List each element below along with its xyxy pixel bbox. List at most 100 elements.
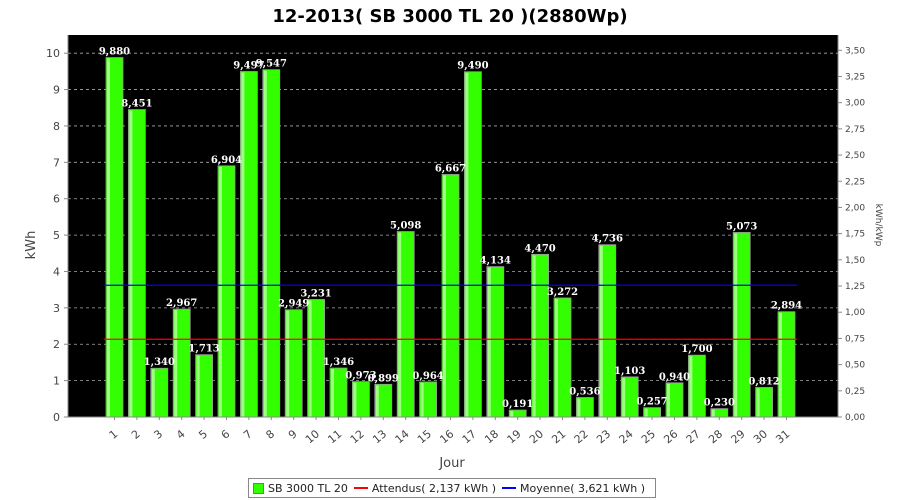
bar-highlight bbox=[308, 300, 312, 417]
legend-swatch-expected bbox=[353, 487, 368, 489]
bar-day-14 bbox=[396, 231, 415, 418]
y2-tick-label: 1,75 bbox=[845, 230, 865, 240]
x-tick-label: 4 bbox=[174, 427, 188, 441]
y2-tick-label: 0,50 bbox=[845, 361, 865, 371]
x-tick-label: 23 bbox=[594, 427, 613, 446]
bar-day-1 bbox=[105, 57, 124, 418]
bar-highlight bbox=[577, 398, 581, 417]
bar-highlight bbox=[667, 383, 670, 417]
x-tick-label: 14 bbox=[393, 427, 412, 446]
legend-item-expected: Attendus( 2,137 kWh ) bbox=[353, 482, 496, 495]
data-label: 6,904 bbox=[211, 155, 242, 166]
data-label: 1,103 bbox=[614, 366, 645, 377]
bar-highlight bbox=[375, 385, 379, 417]
x-tick-label: 5 bbox=[196, 427, 210, 441]
bar-day-13 bbox=[374, 383, 393, 418]
data-label: 0,940 bbox=[659, 372, 690, 383]
y-tick-label: 8 bbox=[53, 120, 60, 133]
data-label: 3,272 bbox=[547, 287, 578, 298]
data-label: 3,231 bbox=[300, 288, 331, 299]
bar-highlight bbox=[555, 298, 558, 417]
bar-highlight bbox=[779, 312, 782, 417]
data-label: 1,713 bbox=[188, 344, 219, 355]
bar-highlight bbox=[196, 355, 200, 417]
bar-highlight bbox=[263, 70, 267, 417]
bar-day-26 bbox=[665, 382, 684, 418]
bar-day-23 bbox=[598, 244, 617, 418]
bar-highlight bbox=[241, 72, 245, 417]
bar-day-30 bbox=[755, 387, 773, 418]
bar-day-22 bbox=[576, 397, 594, 418]
bar-day-3 bbox=[150, 367, 169, 418]
bar-day-17 bbox=[463, 71, 482, 418]
data-label: 9,547 bbox=[256, 59, 287, 70]
y2-tick-label: 1,50 bbox=[845, 256, 865, 266]
bar-highlight bbox=[219, 166, 222, 417]
bar-day-28 bbox=[710, 408, 729, 418]
x-tick-label: 7 bbox=[241, 427, 255, 441]
x-tick-label: 26 bbox=[661, 427, 680, 446]
bar-day-21 bbox=[553, 297, 572, 418]
y-tick-label: 1 bbox=[53, 375, 60, 388]
y-tick-label: 9 bbox=[53, 84, 60, 97]
y-axis-label: kWh bbox=[24, 231, 39, 260]
x-tick-label: 30 bbox=[751, 427, 770, 446]
bar-day-2 bbox=[127, 109, 146, 418]
y-tick-label: 6 bbox=[53, 193, 60, 206]
y-tick-label: 4 bbox=[53, 265, 60, 278]
bar-highlight bbox=[756, 388, 760, 417]
x-tick-label: 16 bbox=[437, 427, 456, 446]
y-tick-label: 10 bbox=[46, 47, 60, 60]
y2-tick-label: 1,00 bbox=[845, 308, 865, 318]
x-tick-label: 28 bbox=[706, 427, 725, 446]
bar-day-15 bbox=[419, 381, 438, 418]
bar-highlight bbox=[711, 409, 715, 417]
legend-item-bars: SB 3000 TL 20 bbox=[253, 482, 348, 495]
x-tick-label: 21 bbox=[549, 427, 568, 446]
bar-day-8 bbox=[262, 69, 281, 418]
bar-highlight bbox=[129, 110, 133, 418]
x-tick-label: 10 bbox=[303, 427, 322, 446]
bar-day-16 bbox=[441, 174, 460, 418]
y2-tick-label: 3,50 bbox=[845, 46, 865, 56]
y2-axis-label: kWh/kWp bbox=[873, 204, 883, 247]
data-label: 9,497 bbox=[233, 60, 264, 71]
bar-highlight bbox=[286, 310, 290, 417]
y2-tick-label: 0,00 bbox=[845, 413, 865, 423]
chart-svg: 12-2013( SB 3000 TL 20 )(2880Wp) 9,880 8,… bbox=[24, 6, 883, 471]
data-label: 0,899 bbox=[368, 373, 399, 384]
legend-label-average: Moyenne( 3,621 kWh ) bbox=[520, 481, 646, 495]
x-tick-label: 15 bbox=[415, 427, 434, 446]
bar-highlight bbox=[331, 369, 334, 417]
x-tick-label: 3 bbox=[152, 427, 166, 441]
data-label: 0,964 bbox=[412, 371, 443, 382]
x-tick-label: 6 bbox=[219, 427, 233, 441]
legend: SB 3000 TL 20 Attendus( 2,137 kWh ) Moye… bbox=[248, 478, 657, 498]
data-label: 0,973 bbox=[345, 371, 376, 382]
x-tick-label: 9 bbox=[286, 427, 300, 441]
data-labels: 9,880 8,451 1,340 2,967 1,713 6,904 9,4979,547… bbox=[99, 47, 802, 410]
bar-day-5 bbox=[195, 354, 214, 418]
x-tick-label: 29 bbox=[729, 427, 748, 446]
data-label: 1,700 bbox=[681, 344, 712, 355]
x-axis: 1 2 3 4 5 6 7 8 9 10 11 12 13 14 15 16 17 18 19 20 21 22 23 24 2… bbox=[68, 416, 838, 446]
legend-swatch-bars bbox=[253, 482, 264, 494]
bar-day-6 bbox=[217, 165, 236, 418]
bar-highlight bbox=[420, 382, 424, 417]
legend-swatch-average bbox=[502, 487, 517, 489]
bar-day-9 bbox=[284, 309, 303, 418]
x-axis-label: Jour bbox=[438, 456, 465, 471]
bar-day-24 bbox=[620, 376, 639, 418]
data-label: 6,667 bbox=[435, 163, 466, 174]
data-label: 8,451 bbox=[121, 99, 152, 110]
x-tick-label: 11 bbox=[325, 427, 344, 446]
bar-highlight bbox=[510, 411, 514, 417]
y2-tick-label: 2,75 bbox=[845, 125, 865, 135]
y2-tick-label: 1,25 bbox=[845, 282, 865, 292]
x-tick-label: 19 bbox=[505, 427, 524, 446]
legend-item-average: Moyenne( 3,621 kWh ) bbox=[502, 482, 645, 495]
y2-tick-label: 3,00 bbox=[845, 99, 865, 109]
x-tick-label: 27 bbox=[684, 427, 703, 446]
data-label: 4,470 bbox=[524, 243, 555, 254]
data-label: 2,967 bbox=[166, 298, 197, 309]
